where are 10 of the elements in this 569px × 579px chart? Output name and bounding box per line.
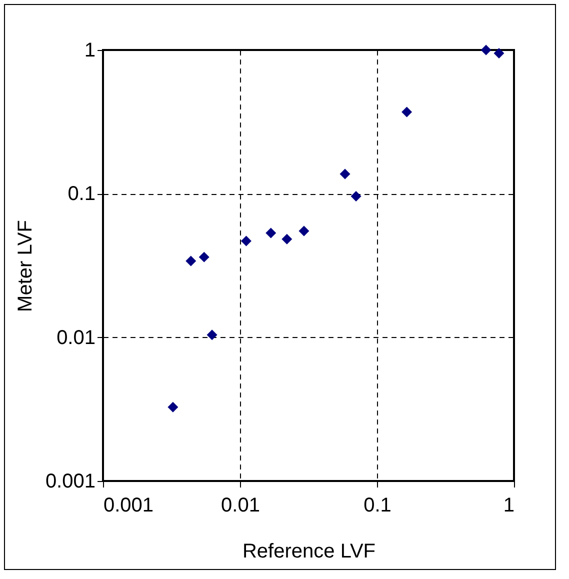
x-tick-label: 0.001 xyxy=(104,494,154,516)
y-tick-label: 1 xyxy=(84,40,96,62)
y-tick-label: 0.1 xyxy=(68,183,96,206)
x-tick-label: 0.01 xyxy=(221,494,260,516)
x-tick-label: 1 xyxy=(503,494,514,516)
y-tick-label: 0.001 xyxy=(45,470,96,492)
x-tick-label: 0.1 xyxy=(364,494,392,516)
x-axis-title: Reference LVF xyxy=(242,540,376,562)
y-tick-label: 0.01 xyxy=(56,326,96,349)
y-axis-title: Meter LVF xyxy=(14,220,36,312)
